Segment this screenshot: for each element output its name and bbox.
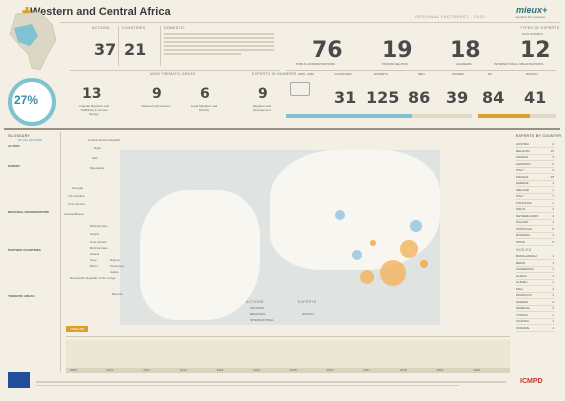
logo-subtitle: migration EU expertise bbox=[515, 15, 546, 19]
right-table-subtitle: NON-EU bbox=[516, 248, 532, 252]
table-row: TUNISIA 1 bbox=[516, 312, 554, 319]
table-row: NETHERLANDS 2 bbox=[516, 213, 554, 220]
timeline-year: 2016 bbox=[326, 368, 334, 372]
timeline-year: 2019 bbox=[436, 368, 444, 372]
timeline-year: 2012 bbox=[180, 368, 187, 372]
countries-label: COUNTRIES bbox=[122, 26, 146, 30]
countries-value: 21 bbox=[124, 40, 147, 59]
theme-label-2: National Interventions bbox=[141, 104, 171, 108]
timeline-track bbox=[66, 340, 510, 368]
type-value-3: 18 bbox=[450, 38, 481, 63]
table-row: ROMANIA 1 bbox=[516, 233, 554, 239]
period-label: 2009 - 2020 bbox=[298, 72, 315, 76]
actions-label: ACTIONS bbox=[92, 26, 110, 30]
experts-label: EXPERTS IN NUMBERS bbox=[252, 72, 297, 76]
table-row: BANGLADESH 1 bbox=[516, 254, 554, 260]
table-row: MALI 2 bbox=[516, 286, 554, 293]
calendar-icon bbox=[290, 82, 310, 96]
theme-value-3: 6 bbox=[200, 86, 210, 102]
theme-label-1: Irregular Migration and Trafficking in H… bbox=[78, 104, 110, 116]
table-row: NIGERIA 2 bbox=[516, 299, 554, 306]
timeline-year: 2014 bbox=[253, 368, 261, 372]
types-label: TYPES OF EXPERTS bbox=[520, 26, 560, 30]
footer-text bbox=[36, 381, 506, 386]
timeline-year: 2010 bbox=[106, 368, 114, 372]
theme-value-4: 9 bbox=[258, 86, 268, 102]
domestic-text-block bbox=[164, 33, 274, 55]
type-label-2: PRIVATE SECTOR bbox=[382, 62, 408, 66]
table-row: BENIN 1 bbox=[516, 260, 554, 267]
table-row: GERMANY 2 bbox=[516, 161, 554, 168]
table-row: FRANCE 3 bbox=[516, 155, 554, 161]
timeline-year: 2013 bbox=[216, 368, 224, 372]
table-row: UGANDA 1 bbox=[516, 319, 554, 325]
timeline-year: 2020 bbox=[473, 368, 481, 372]
timeline-year: 2018 bbox=[400, 368, 407, 372]
logo: mieux+ bbox=[516, 5, 548, 15]
page-subtitle: REGIONAL FACTSHEET - 2020 bbox=[415, 14, 486, 19]
table-row: GREECE 1 bbox=[516, 181, 554, 187]
table-row: ITALY 2 bbox=[516, 168, 554, 174]
table-row: MALTA 2 bbox=[516, 207, 554, 213]
table-row: GUINEA 1 bbox=[516, 280, 554, 286]
page-title: Western and Central Africa bbox=[30, 6, 171, 18]
num-men: 86 bbox=[408, 88, 431, 107]
theme-value-1: 13 bbox=[82, 86, 102, 102]
percentage-ring bbox=[8, 78, 56, 126]
timeline-year: 2009 bbox=[70, 368, 77, 372]
num-eu: 84 bbox=[482, 88, 505, 107]
table-row: BELGIUM 10 bbox=[516, 148, 554, 155]
table-row: GHANA 1 bbox=[516, 273, 554, 280]
glossary-list: ACTION EXPERT REGIONAL INTERVENTIONS PAR… bbox=[8, 144, 49, 298]
table-row: AUSTRIA 2 bbox=[516, 142, 554, 148]
civil-label: CIVIL SOCIETY bbox=[522, 32, 544, 36]
num-experts: 125 bbox=[366, 88, 400, 107]
eu-bar bbox=[478, 114, 531, 118]
type-label-3: ACADEMIA bbox=[456, 62, 472, 66]
experts-bar-bg bbox=[286, 114, 472, 118]
table-row: LITHUANIA 1 bbox=[516, 200, 554, 207]
eu-flag-icon bbox=[8, 372, 30, 388]
theme-value-2: 9 bbox=[152, 86, 162, 102]
timeline-year: 2015 bbox=[290, 368, 297, 372]
table-row: POLAND 1 bbox=[516, 220, 554, 226]
num-non-eu: 41 bbox=[524, 88, 547, 107]
domestic-label: DOMESTIC bbox=[164, 26, 185, 30]
table-row: SPAIN 9 bbox=[516, 239, 554, 246]
men-bar bbox=[286, 114, 413, 118]
themes-label: MAIN THEMATIC AREAS bbox=[150, 72, 196, 76]
timeline-years-bar bbox=[66, 368, 510, 373]
type-label-1: PUBLIC ADMINISTRATIONS bbox=[296, 62, 335, 66]
table-row: CAMEROON 1 bbox=[516, 267, 554, 273]
right-table-title: EXPERTS BY COUNTRY bbox=[516, 134, 562, 138]
actions-value: 37 bbox=[94, 40, 117, 59]
table-row: IRELAND 1 bbox=[516, 187, 554, 194]
africa-land bbox=[140, 190, 260, 320]
percentage-label: OF ALL ACTIONS bbox=[18, 138, 43, 142]
num-countries: 31 bbox=[334, 88, 357, 107]
table-row: MOROCCO 1 bbox=[516, 293, 554, 299]
divider bbox=[60, 22, 560, 23]
num-women: 39 bbox=[446, 88, 469, 107]
table-row: UKRAINE 1 bbox=[516, 325, 554, 332]
theme-label-4: Migration and Development bbox=[252, 104, 272, 112]
africa-map-icon bbox=[9, 11, 57, 71]
icmpd-logo: ICMPD bbox=[520, 378, 543, 385]
plus-icon: ✚ bbox=[22, 5, 33, 19]
type-value-4: 12 bbox=[520, 38, 551, 63]
type-label-4: INTERNATIONAL ORGANISATIONS bbox=[494, 62, 544, 66]
percentage-value: 27% bbox=[14, 93, 39, 107]
timeline-year: 2017 bbox=[363, 368, 371, 372]
type-value-2: 19 bbox=[382, 38, 413, 63]
timeline-year: 2011 bbox=[143, 368, 150, 372]
table-row: PORTUGAL 5 bbox=[516, 226, 554, 233]
table-row: FRANCE 28 bbox=[516, 174, 554, 181]
table-row: SENEGAL 3 bbox=[516, 306, 554, 312]
type-value-1: 76 bbox=[312, 38, 343, 63]
glossary-title: GLOSSARY bbox=[8, 134, 30, 138]
timeline-button[interactable]: TIMELINE bbox=[66, 326, 88, 332]
table-row: ITALY 7 bbox=[516, 194, 554, 200]
theme-label-3: Legal Migration and Mobility bbox=[190, 104, 218, 112]
world-map bbox=[120, 150, 440, 325]
